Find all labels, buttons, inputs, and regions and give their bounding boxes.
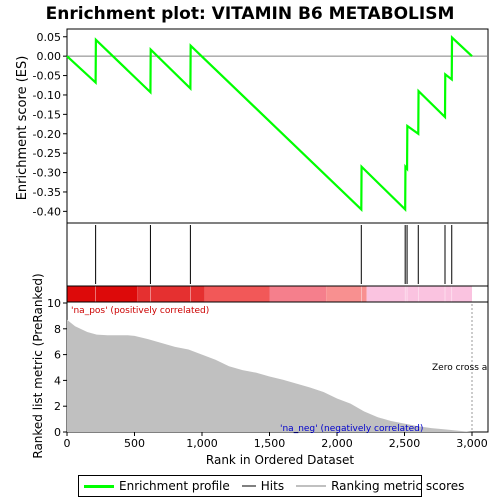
- color-bar: [66, 285, 489, 303]
- metric-y-tick-label: 6: [54, 349, 61, 362]
- metric-y-tick-label: 4: [54, 374, 61, 387]
- hits-plot-area: [66, 222, 489, 287]
- color-bar-segment: [326, 286, 367, 302]
- es-y-tick-label: -0.35: [33, 186, 61, 199]
- legend-swatch-metric: [296, 485, 327, 487]
- color-bar-segment: [137, 286, 205, 302]
- es-y-tick-label: -0.10: [33, 89, 61, 102]
- x-axis-label: Rank in Ordered Dataset: [206, 453, 354, 467]
- metric-y-tick-label: 10: [47, 297, 61, 310]
- es-y-tick-label: -0.30: [33, 167, 61, 180]
- x-tick-label: 2,500: [389, 437, 421, 450]
- es-y-tick-label: -0.25: [33, 147, 61, 160]
- x-tick-label: 0: [64, 437, 71, 450]
- chart-title: Enrichment plot: VITAMIN B6 METABOLISM: [46, 4, 455, 24]
- es-y-tick-label: -0.40: [33, 205, 61, 218]
- legend-item-metric: Ranking metric scores: [296, 479, 464, 493]
- x-tick-label: 1,000: [186, 437, 218, 450]
- zero-cross-label: Zero cross at 2: [432, 363, 499, 373]
- metric-y-tick-label: 2: [54, 400, 61, 413]
- hits-panel: [66, 222, 489, 287]
- legend-swatch-hits: [241, 485, 256, 487]
- legend-item-enrichment: Enrichment profile: [84, 479, 230, 493]
- color-bar-segment: [366, 286, 472, 302]
- es-y-axis-label: Enrichment score (ES): [15, 56, 30, 201]
- metric-y-tick-label: 8: [54, 323, 61, 336]
- color-bar-segment: [67, 286, 138, 302]
- es-y-tick-label: 0.00: [37, 50, 62, 63]
- legend-label-enrichment: Enrichment profile: [119, 479, 230, 493]
- color-bar-segment: [269, 286, 327, 302]
- metric-y-tick-label: 0: [54, 426, 61, 439]
- positive-correlation-label: 'na_pos' (positively correlated): [71, 306, 209, 316]
- es-y-tick-label: -0.05: [33, 70, 61, 83]
- legend-item-hits: Hits: [241, 479, 285, 493]
- es-panel: 0.05 0.00 -0.05 -0.10 -0.15 -0.20 -0.25 -0.30 -0…: [33, 28, 489, 224]
- x-tick-label: 3,000: [456, 437, 488, 450]
- metric-y-axis-label: Ranked list metric (PreRanked): [31, 273, 45, 458]
- es-y-tick-label: 0.05: [37, 31, 62, 44]
- es-y-tick-label: -0.15: [33, 108, 61, 121]
- metric-panel: 10 8 6 4 2 00 500 1,000 1,500 2,000 2,500 3,000 'na_…: [47, 297, 499, 450]
- x-tick-label: 2,000: [321, 437, 353, 450]
- legend-swatch-enrichment: [84, 484, 114, 488]
- es-y-tick-label: -0.20: [33, 128, 61, 141]
- es-plot-area: [66, 28, 489, 224]
- x-tick-label: 500: [124, 437, 145, 450]
- enrichment-profile-line: [66, 35, 473, 213]
- legend-label-metric: Ranking metric scores: [331, 479, 465, 493]
- ranking-metric-area: [67, 319, 472, 432]
- legend-label-hits: Hits: [260, 479, 285, 493]
- legend: Enrichment profile Hits Ranking metric s…: [78, 475, 464, 497]
- color-bar-segment: [204, 286, 270, 302]
- x-tick-label: 1,500: [254, 437, 286, 450]
- negative-correlation-label: 'na_neg' (negatively correlated): [280, 424, 423, 434]
